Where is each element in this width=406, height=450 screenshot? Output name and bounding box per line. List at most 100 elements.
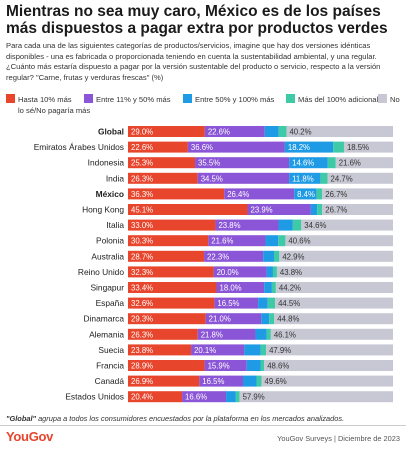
stacked-bar-chart: Global 29.0% 22.6% 40.2% Emiratos Árabes Uni… bbox=[34, 126, 393, 403]
bar-segment bbox=[274, 250, 280, 262]
data-label: 26.7% bbox=[325, 190, 347, 199]
bar-segment bbox=[266, 328, 271, 340]
data-label: 44.2% bbox=[279, 284, 301, 293]
bar-segment bbox=[275, 282, 393, 293]
bar-segment bbox=[244, 344, 261, 356]
bar-segment bbox=[275, 297, 393, 309]
bar-segment bbox=[285, 235, 393, 247]
bar-segment bbox=[260, 344, 267, 356]
bar-segment bbox=[256, 375, 262, 387]
bar-segment bbox=[260, 360, 265, 371]
bar-segment bbox=[235, 391, 240, 403]
data-label: 35.5% bbox=[198, 159, 220, 168]
data-label: 22.6% bbox=[208, 128, 230, 137]
bar-segment bbox=[292, 219, 302, 231]
bar-segment bbox=[301, 219, 393, 231]
bar-segment bbox=[128, 157, 196, 169]
bar-segment bbox=[343, 141, 393, 153]
data-label: 33.0% bbox=[131, 221, 153, 230]
bar-segment bbox=[128, 344, 192, 356]
data-label: 29.3% bbox=[131, 315, 153, 324]
bar-segment bbox=[204, 250, 264, 262]
data-label: 18.0% bbox=[220, 284, 242, 293]
bar-segment bbox=[310, 204, 318, 215]
data-label: 16.5% bbox=[202, 377, 224, 386]
bar-segment bbox=[128, 141, 188, 153]
bar-segment bbox=[128, 297, 215, 309]
data-label: 25.3% bbox=[131, 159, 153, 168]
bar-segment bbox=[263, 250, 275, 262]
bar-segment bbox=[214, 297, 259, 309]
data-label: 30.3% bbox=[131, 237, 153, 246]
bar-segment bbox=[261, 375, 393, 387]
bar-segment bbox=[255, 328, 267, 340]
legend: Hasta 10% más Entre 11% y 50% más Entre … bbox=[6, 94, 404, 118]
data-label: 57.9% bbox=[243, 393, 265, 402]
bar-segment bbox=[327, 157, 336, 169]
bar-segment bbox=[276, 266, 393, 278]
category-label: Australia bbox=[91, 251, 124, 261]
bar-segment bbox=[195, 157, 290, 169]
data-label: 22.6% bbox=[131, 143, 153, 152]
category-label: Dinamarca bbox=[84, 314, 125, 324]
bar-segment bbox=[317, 204, 323, 215]
bar-segment bbox=[322, 204, 393, 215]
data-label: 18.5% bbox=[347, 143, 369, 152]
data-label: 23.8% bbox=[131, 346, 153, 355]
category-label: Italia bbox=[106, 220, 124, 230]
bar-segment bbox=[128, 375, 200, 387]
category-label: España bbox=[96, 298, 125, 308]
bar-segment bbox=[213, 266, 267, 278]
source-note: YouGov Surveys | Diciembre de 2023 bbox=[277, 434, 400, 443]
data-label: 47.9% bbox=[269, 346, 291, 355]
data-label: 18.2% bbox=[288, 143, 310, 152]
data-label: 26.7% bbox=[325, 206, 347, 215]
bar-segment bbox=[199, 375, 244, 387]
category-label: Francia bbox=[96, 361, 124, 371]
category-label: Reino Unido bbox=[78, 267, 124, 277]
bar-segment bbox=[128, 266, 214, 278]
data-label: 40.2% bbox=[289, 128, 311, 137]
footer-divider bbox=[0, 425, 406, 426]
bar-segment bbox=[128, 313, 206, 325]
bar-segment bbox=[128, 172, 198, 184]
data-label: 45.1% bbox=[131, 206, 153, 215]
bar-segment bbox=[128, 188, 225, 200]
data-label: 36.6% bbox=[191, 143, 213, 152]
bar-segment bbox=[205, 313, 262, 325]
data-label: 42.9% bbox=[282, 252, 304, 261]
data-label: 48.6% bbox=[267, 362, 289, 371]
data-label: 34.6% bbox=[304, 221, 326, 230]
bar-segment bbox=[266, 344, 393, 356]
footnote-bold: "Global" bbox=[6, 414, 37, 423]
data-label: 21.0% bbox=[209, 315, 231, 324]
bar-segment bbox=[278, 126, 287, 137]
legend-label: Entre 50% y 100% más bbox=[195, 95, 275, 104]
bar-segment bbox=[320, 172, 328, 184]
bar-segment bbox=[224, 188, 295, 200]
legend-swatch bbox=[6, 94, 15, 103]
data-label: 32.6% bbox=[131, 299, 153, 308]
category-label: Suecia bbox=[98, 345, 124, 355]
bar-segment bbox=[333, 141, 344, 153]
bar-segment bbox=[258, 297, 268, 309]
bar-segment bbox=[197, 328, 256, 340]
bar-segment bbox=[274, 313, 393, 325]
bar-segment bbox=[265, 235, 279, 247]
category-label: Global bbox=[98, 127, 124, 137]
chart-title: Mientras no sea muy caro, México es de l… bbox=[6, 3, 388, 37]
category-label: Estados Unidos bbox=[65, 392, 124, 402]
bar-segment bbox=[197, 172, 290, 184]
bar-segment bbox=[316, 188, 323, 200]
bar-segment bbox=[208, 235, 266, 247]
bar-segment bbox=[327, 172, 393, 184]
data-label: 36.3% bbox=[131, 190, 153, 199]
data-label: 26.3% bbox=[131, 174, 153, 183]
bar-segment bbox=[128, 250, 205, 262]
legend-item-50-100: Entre 50% y 100% más bbox=[183, 94, 274, 105]
data-label: 23.8% bbox=[218, 221, 240, 230]
data-label: 33.4% bbox=[131, 284, 153, 293]
category-label: Canadá bbox=[95, 376, 125, 386]
data-label: 11.8% bbox=[292, 174, 314, 183]
data-label: 20.4% bbox=[131, 393, 153, 402]
